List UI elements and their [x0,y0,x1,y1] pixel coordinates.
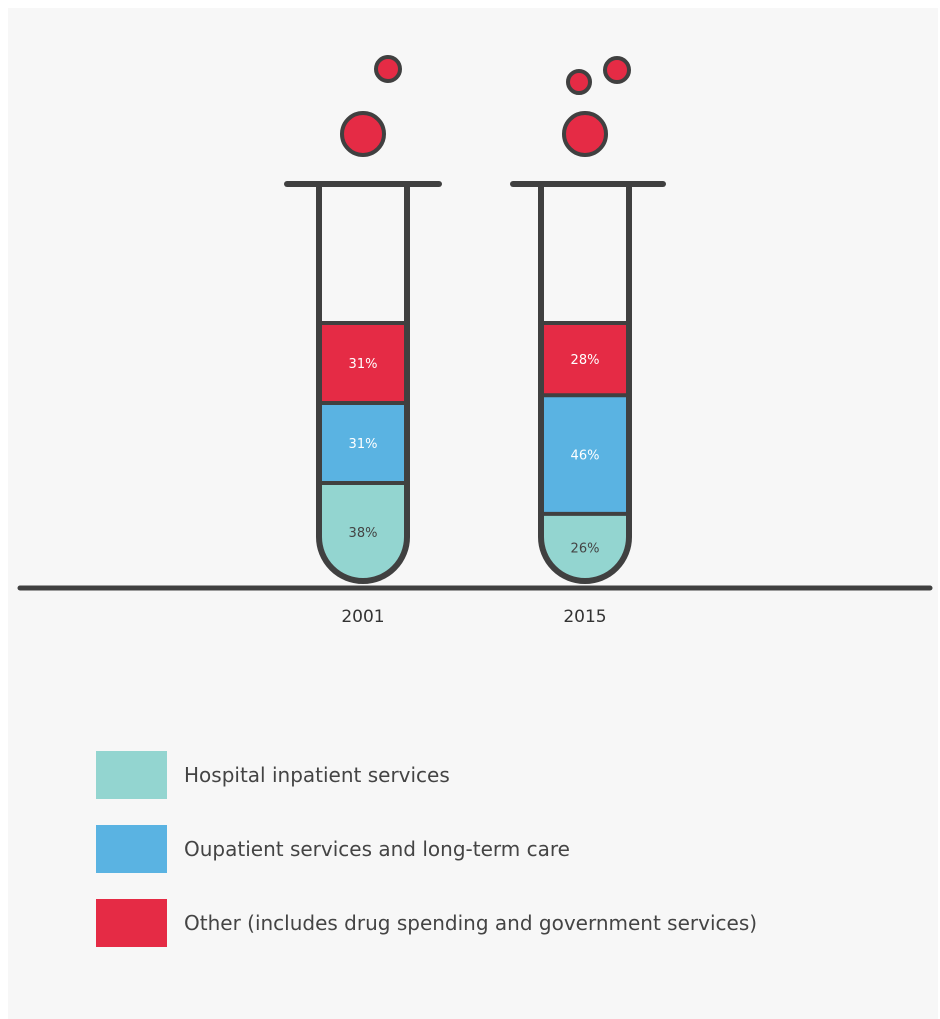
legend-swatch-outpatient [96,825,167,873]
segment-2001-other [319,323,407,403]
x-tick-label-2001: 2001 [341,607,384,627]
bubble-2015-1 [566,69,592,95]
segment-2001-hospital-inpatient [319,482,407,581]
tube-outline-2001 [316,184,410,584]
segment-2015-other [541,323,629,396]
legend-swatch-hospital-inpatient [96,751,167,799]
value-label-2001-hospital-inpatient: 38% [349,526,378,541]
tube-outline-2015 [538,184,632,584]
value-label-2001-outpatient-longterm: 31% [349,437,378,452]
bubble-2015-0 [562,111,608,157]
legend-item-other: Other (includes drug spending and govern… [96,899,896,947]
chart-canvas: 38% 31% 31% 2001 26% 46% 28% 2015 Hospital inpa… [8,8,938,1019]
legend-item-hospital-inpatient: Hospital inpatient services [96,751,896,799]
value-label-2015-outpatient-longterm: 46% [571,449,600,464]
legend-label-outpatient: Oupatient services and long-term care [184,837,570,861]
segment-2001-outpatient-longterm [319,402,407,483]
x-tick-label-2015: 2015 [563,607,606,627]
value-label-2015-hospital-inpatient: 26% [571,541,600,556]
legend-label-other: Other (includes drug spending and govern… [184,911,758,935]
value-label-2015-other: 28% [571,353,600,368]
legend-swatch-other [96,899,167,947]
legend-item-outpatient: Oupatient services and long-term care [96,825,896,873]
bubble-2015-2 [603,56,631,84]
segment-2015-outpatient-longterm [541,395,629,514]
test-tube-chart: 38% 31% 31% 2001 26% 46% 28% 2015 [17,55,933,627]
legend-label-hospital-inpatient: Hospital inpatient services [184,763,450,787]
value-label-2001-other: 31% [349,357,378,372]
bubble-2001-1 [374,55,402,83]
bubble-2001-0 [340,111,386,157]
